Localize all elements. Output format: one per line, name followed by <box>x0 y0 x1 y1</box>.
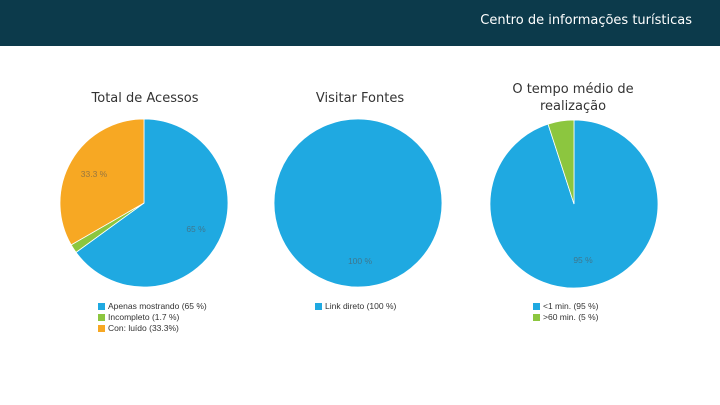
chart-title-fontes: Visitar Fontes <box>315 91 405 106</box>
data-label: 33.3 % <box>81 169 108 179</box>
legend-tempo: <1 min. (95 %) >60 min. (5 %) <box>533 301 599 323</box>
legend-label: >60 min. (5 %) <box>543 312 599 322</box>
pie-slice <box>273 118 443 288</box>
legend-item: Incompleto (1.7 %) <box>98 312 207 323</box>
legend-fontes: Link direto (100 %) <box>315 301 396 312</box>
legend-label: Link direto (100 %) <box>325 301 397 311</box>
legend-swatch <box>315 303 322 310</box>
legend-label: Incompleto (1.7 %) <box>108 312 180 322</box>
legend-item: Link direto (100 %) <box>315 301 396 312</box>
header-title: Centro de informações turísticas <box>480 13 692 28</box>
legend-item: Con: luído (33.3%) <box>98 323 207 334</box>
legend-item: >60 min. (5 %) <box>533 312 599 323</box>
legend-label: <1 min. (95 %) <box>543 301 599 311</box>
legend-label: Con: luído (33.3%) <box>108 323 179 333</box>
pie-slice <box>75 118 229 288</box>
legend-swatch <box>533 303 540 310</box>
legend-swatch <box>98 325 105 332</box>
legend-acessos: Apenas mostrando (65 %) Incompleto (1.7 … <box>98 301 207 334</box>
legend-swatch <box>98 303 105 310</box>
chart-title-acessos: Total de Acessos <box>91 91 199 106</box>
legend-swatch <box>533 314 540 321</box>
data-label: 100 % <box>348 256 373 266</box>
legend-item: <1 min. (95 %) <box>533 301 599 312</box>
legend-swatch <box>98 314 105 321</box>
pie-slice <box>59 118 145 246</box>
legend-label: Apenas mostrando (65 %) <box>108 301 207 311</box>
legend-item: Apenas mostrando (65 %) <box>98 301 207 312</box>
pie-slice <box>547 119 575 205</box>
data-label: 65 % <box>186 224 206 234</box>
header-bar: Centro de informações turísticas <box>0 0 720 46</box>
chart-title-tempo: O tempo médio de realização <box>512 82 634 114</box>
data-label: 95 % <box>573 255 593 265</box>
